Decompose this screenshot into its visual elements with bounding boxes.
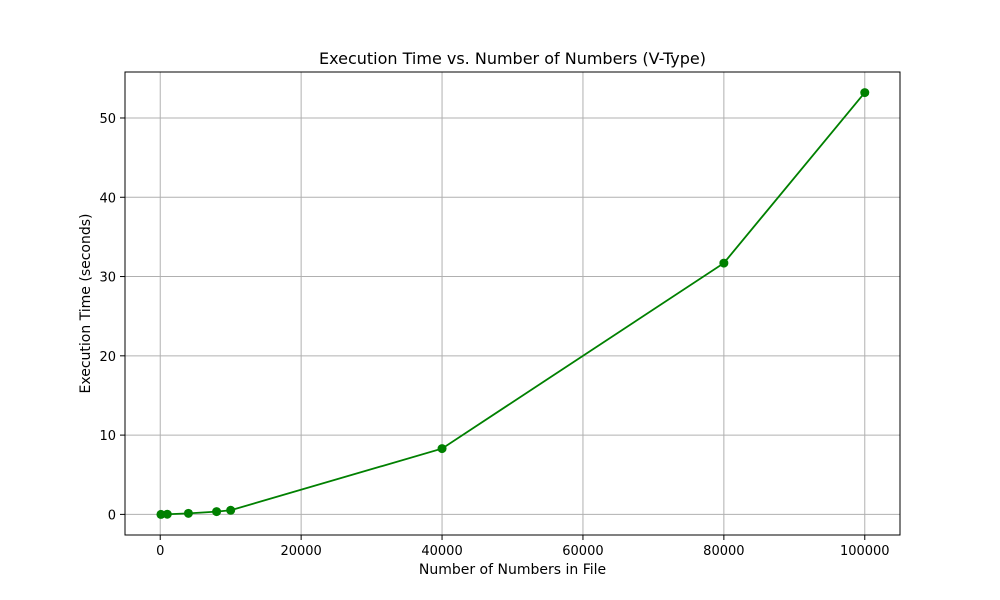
data-point — [860, 88, 870, 98]
data-point — [212, 507, 222, 517]
plot-frame — [124, 71, 901, 536]
y-tick-label: 0 — [108, 508, 116, 523]
y-tick-label: 30 — [99, 271, 116, 286]
x-tick-label: 20000 — [280, 544, 321, 559]
data-point — [719, 258, 729, 268]
y-tick-label: 10 — [99, 429, 116, 444]
series-line-layer — [160, 92, 866, 516]
y-axis-label: Execution Time (seconds) — [78, 213, 94, 393]
data-point — [156, 509, 166, 519]
x-axis-ticks: 0 20000 40000 60000 80000 100000 — [156, 535, 890, 559]
x-tick-label: 100000 — [840, 544, 890, 559]
x-tick-label: 0 — [156, 544, 164, 559]
x-tick-label: 60000 — [562, 544, 603, 559]
data-point — [437, 444, 447, 454]
y-tick-label: 20 — [99, 350, 116, 365]
x-axis-label: Number of Numbers in File — [419, 562, 606, 578]
y-tick-label: 40 — [99, 191, 116, 206]
grid-lines — [125, 72, 900, 535]
y-tick-label: 50 — [99, 112, 116, 127]
data-point — [226, 505, 236, 515]
chart-title: Execution Time vs. Number of Numbers (V-… — [319, 49, 706, 68]
y-axis-ticks: 0 10 20 30 40 50 — [99, 112, 125, 523]
data-point — [183, 508, 193, 518]
data-points — [156, 88, 870, 519]
x-tick-label: 40000 — [421, 544, 462, 559]
series-line — [160, 92, 866, 516]
x-tick-label: 80000 — [703, 544, 744, 559]
data-point — [162, 509, 172, 519]
